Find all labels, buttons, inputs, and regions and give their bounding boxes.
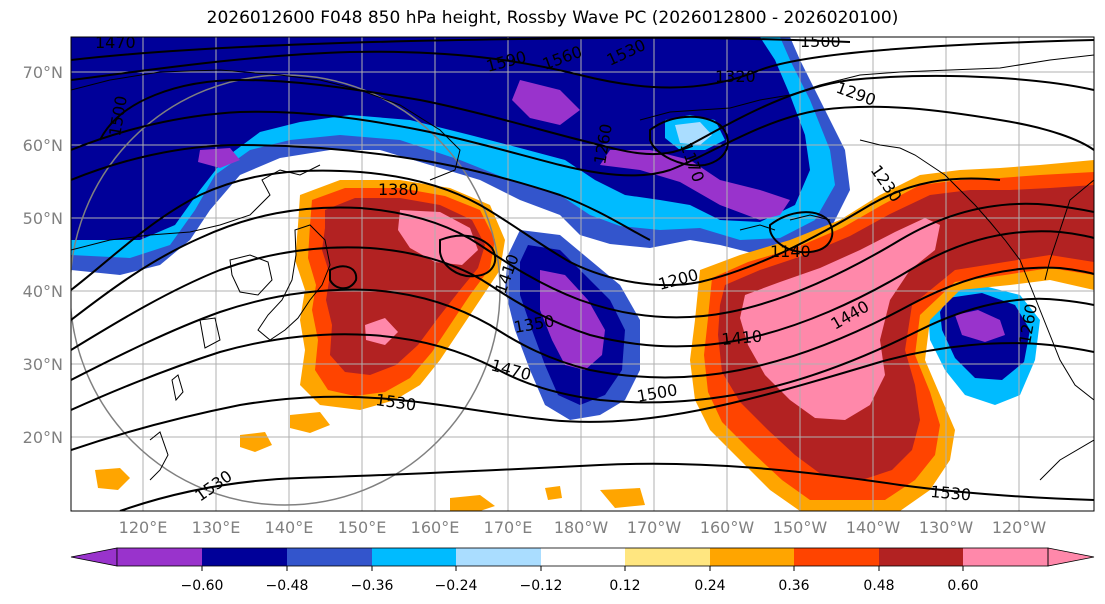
- colorbar-tick-label: −0.48: [266, 578, 309, 594]
- lon-tick-label: 160°W: [700, 518, 755, 537]
- colorbar-segment: [456, 548, 541, 566]
- colorbar-tick-label: −0.24: [435, 578, 478, 594]
- colorbar: −0.60 −0.48 −0.36 −0.24 −0.12 0.12 0.24 …: [70, 547, 1095, 594]
- lon-tick-label: 120°E: [119, 518, 168, 537]
- lon-tick-label: 170°E: [484, 518, 533, 537]
- contour-label: 1320: [715, 67, 756, 86]
- lon-tick-label: 130°E: [192, 518, 241, 537]
- colorbar-segment: [794, 548, 879, 566]
- lon-tick-label: 150°W: [773, 518, 828, 537]
- contour-label: 1140: [770, 242, 811, 261]
- colorbar-arrow-right: [1047, 547, 1095, 567]
- colorbar-frame: [116, 547, 1049, 567]
- contour-label: 1470: [95, 33, 136, 52]
- colorbar-arrow-left: [70, 547, 118, 567]
- colorbar-segment: [625, 548, 710, 566]
- map-frame: [70, 36, 1095, 512]
- colorbar-tick-label: 0.48: [863, 578, 894, 594]
- colorbar-tick-label: 0.24: [694, 578, 725, 594]
- height-contours: [71, 37, 1094, 511]
- lon-tick-label: 120°W: [992, 518, 1047, 537]
- colorbar-tick-label: −0.12: [520, 578, 563, 594]
- colorbar-ticks: [201, 566, 964, 571]
- lon-tick-label: 170°W: [627, 518, 682, 537]
- range-circle: [71, 74, 501, 506]
- colorbar-tick-label: −0.60: [181, 578, 224, 594]
- lon-tick-label: 140°E: [265, 518, 314, 537]
- contour-label: 1410: [721, 327, 763, 349]
- lat-tick-label: 20°N: [23, 428, 63, 447]
- colorbar-segment: [372, 548, 456, 566]
- colorbar-segment: [117, 548, 202, 566]
- colorbar-segment: [202, 548, 287, 566]
- lat-tick-label: 70°N: [23, 63, 63, 82]
- colorbar-segment: [541, 548, 625, 566]
- lat-tick-label: 60°N: [23, 136, 63, 155]
- lat-tick-label: 30°N: [23, 355, 63, 374]
- longitude-axis: 120°E 130°E 140°E 150°E 160°E 170°E 180°…: [119, 518, 1047, 537]
- map-title: 2026012600 F048 850 hPa height, Rossby W…: [206, 8, 899, 28]
- colorbar-segment: [710, 548, 794, 566]
- colorbar-tick-label: 0.36: [778, 578, 809, 594]
- lon-tick-label: 150°E: [338, 518, 387, 537]
- colorbar-segment: [287, 548, 372, 566]
- contour-label: 1530: [930, 482, 972, 504]
- colorbar-segment: [963, 548, 1048, 566]
- lon-tick-label: 140°W: [846, 518, 901, 537]
- lon-tick-label: 180°W: [554, 518, 609, 537]
- colorbar-tick-label: 0.12: [609, 578, 640, 594]
- colorbar-segment: [879, 548, 963, 566]
- lon-tick-label: 130°W: [919, 518, 974, 537]
- colorbar-tick-label: 0.60: [947, 578, 978, 594]
- lat-tick-label: 50°N: [23, 209, 63, 228]
- lon-tick-label: 160°E: [411, 518, 460, 537]
- contour-label: 1380: [378, 180, 419, 199]
- lat-tick-label: 40°N: [23, 282, 63, 301]
- contour-label: 1500: [800, 32, 841, 51]
- colorbar-tick-label: −0.36: [351, 578, 394, 594]
- latitude-axis: 70°N 60°N 50°N 40°N 30°N 20°N: [23, 63, 63, 447]
